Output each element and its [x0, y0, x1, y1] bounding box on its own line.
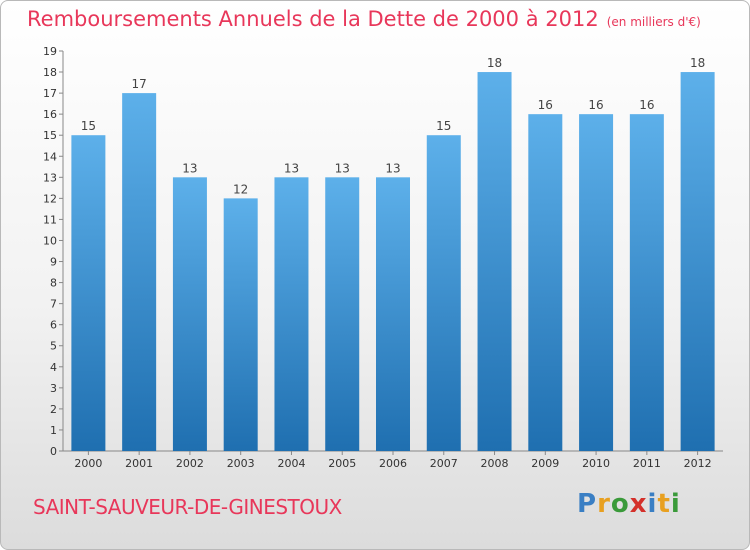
logo-letter: i: [647, 489, 658, 519]
logo-letter: r: [597, 489, 611, 519]
x-tick-label-2001: 2001: [125, 457, 153, 470]
x-tick-label-2005: 2005: [328, 457, 356, 470]
y-tick-label: 18: [43, 66, 57, 79]
x-tick-label-2012: 2012: [684, 457, 712, 470]
bar-2002: [172, 177, 207, 451]
value-label-2003: 12: [233, 182, 248, 196]
y-tick-label: 13: [43, 171, 57, 184]
bar-2001: [122, 93, 157, 452]
y-tick-label: 9: [50, 256, 57, 269]
y-tick-label: 12: [43, 192, 57, 205]
value-label-2006: 13: [385, 161, 400, 175]
y-tick-label: 3: [50, 382, 57, 395]
y-tick-label: 11: [43, 213, 57, 226]
x-tick-label-2004: 2004: [277, 457, 305, 470]
value-label-2012: 18: [690, 56, 705, 70]
logo-letter: i: [670, 489, 681, 519]
logo-letter: P: [577, 489, 598, 519]
x-tick-label-2006: 2006: [379, 457, 407, 470]
x-tick-label-2000: 2000: [74, 457, 102, 470]
bar-2011: [629, 114, 664, 451]
value-label-2004: 13: [284, 161, 299, 175]
chart-title: Remboursements Annuels de la Dette de 20…: [27, 7, 701, 31]
bar-2004: [274, 177, 309, 451]
value-label-2001: 17: [132, 77, 147, 91]
y-tick-label: 0: [50, 445, 57, 458]
y-tick-label: 17: [43, 87, 57, 100]
bar-2012: [680, 72, 715, 451]
bar-2008: [477, 72, 512, 451]
y-tick-label: 7: [50, 298, 57, 311]
bar-2006: [376, 177, 410, 451]
y-tick-label: 10: [43, 234, 57, 247]
logo-letter: t: [657, 489, 671, 519]
y-tick-label: 16: [43, 108, 57, 121]
y-tick-label: 15: [43, 129, 57, 142]
x-tick-label-2011: 2011: [633, 457, 661, 470]
y-tick-label: 4: [50, 361, 57, 374]
value-label-2002: 13: [182, 161, 197, 175]
y-tick-label: 6: [50, 319, 57, 332]
value-label-2010: 16: [588, 98, 603, 112]
value-label-2008: 18: [487, 56, 502, 70]
value-label-2005: 13: [335, 161, 350, 175]
value-label-2007: 15: [436, 119, 451, 133]
proxiti-logo: Proxiti: [577, 489, 681, 519]
unit-note: (en milliers d'€): [606, 15, 701, 29]
value-label-2000: 15: [81, 119, 96, 133]
bar-2000: [71, 135, 106, 452]
bar-2007: [426, 135, 461, 452]
x-tick-label-2007: 2007: [430, 457, 458, 470]
y-tick-label: 19: [43, 45, 57, 58]
value-label-2009: 16: [538, 98, 553, 112]
y-tick-label: 5: [50, 340, 57, 353]
logo-letter: x: [629, 489, 648, 519]
y-tick-label: 8: [50, 277, 57, 290]
logo-letter: o: [610, 489, 630, 519]
bar-2009: [528, 114, 563, 451]
bar-2010: [579, 114, 614, 451]
bar-2003: [223, 198, 258, 451]
y-tick-label: 14: [43, 150, 57, 163]
commune-name: SAINT-SAUVEUR-DE-GINESTOUX: [33, 495, 342, 519]
x-tick-label-2010: 2010: [582, 457, 610, 470]
x-tick-label-2003: 2003: [227, 457, 255, 470]
x-tick-label-2002: 2002: [176, 457, 204, 470]
value-label-2011: 16: [639, 98, 654, 112]
y-tick-label: 2: [50, 403, 57, 416]
x-tick-label-2008: 2008: [481, 457, 509, 470]
y-tick-label: 1: [50, 424, 57, 437]
bar-2005: [325, 177, 360, 451]
x-tick-label-2009: 2009: [531, 457, 559, 470]
